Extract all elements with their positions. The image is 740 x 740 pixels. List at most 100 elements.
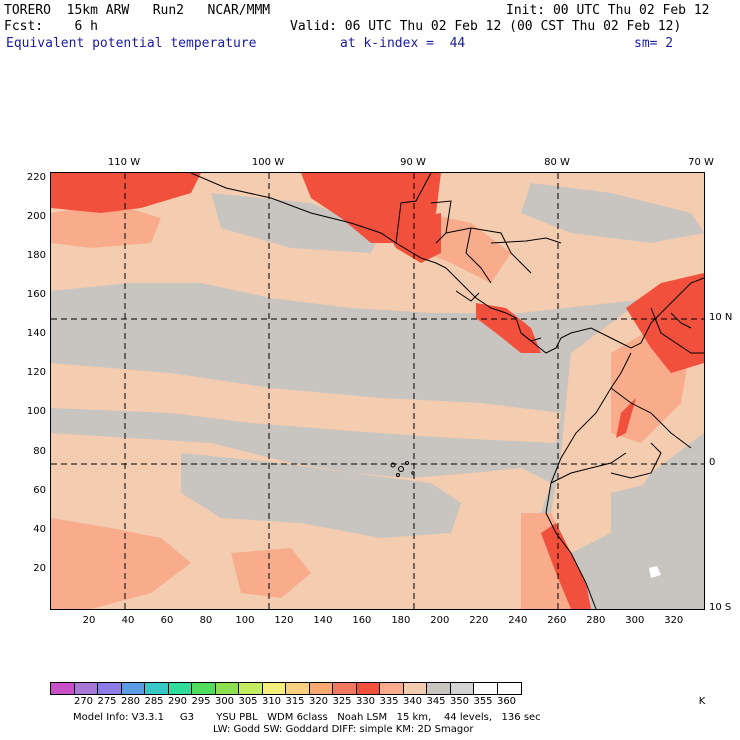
y-tick-label: 200 — [26, 210, 46, 222]
colorbar-swatch — [427, 683, 451, 694]
field-gray-patch-3 — [211, 193, 381, 253]
colorbar-label: 315 — [285, 696, 305, 707]
x-tick-label: 300 — [625, 615, 645, 626]
colorbar-swatch — [356, 683, 380, 694]
field-gray-patch-2 — [51, 313, 311, 363]
coastlines — [190, 173, 704, 609]
field-red-andes — [541, 523, 591, 609]
colorbar-swatch — [309, 683, 333, 694]
field-gray-patch-6 — [391, 343, 551, 388]
y-tick-label: 180 — [26, 250, 46, 262]
field-red-streak — [616, 398, 636, 438]
x-tick-label: 80 — [199, 615, 213, 626]
x-tick-label: 100 — [235, 615, 255, 626]
model-title: TORERO 15km ARW Run2 NCAR/MMM — [4, 3, 271, 18]
valid-time: Valid: 06 UTC Thu 02 Feb 12 (00 CST Thu … — [290, 19, 682, 34]
colorbar-swatch — [286, 683, 310, 694]
colorbar-unit: K — [698, 696, 706, 707]
colorbar-swatch — [380, 683, 404, 694]
colorbar-swatch — [450, 683, 474, 694]
lat-label-0: 0 — [709, 457, 716, 468]
x-tick-label: 320 — [664, 615, 684, 626]
x-tick-label: 120 — [274, 615, 294, 626]
colorbar-label: 310 — [261, 696, 282, 707]
colorbar-label: 275 — [97, 696, 117, 707]
y-tick-label: 20 — [33, 562, 46, 574]
colorbar-label: 360 — [496, 696, 517, 707]
x-tick-label: 220 — [469, 615, 489, 626]
colorbar-swatch — [497, 683, 521, 694]
field-band-mid — [51, 363, 561, 443]
colorbar-label: 280 — [120, 696, 141, 707]
y-tick-label: 60 — [33, 484, 46, 496]
colorbar-swatch — [145, 683, 169, 694]
model-info: Model Info: V3.3.1 G3 YSU PBL WDM 6class… — [73, 712, 541, 723]
colorbar-label: 305 — [238, 696, 258, 707]
lon-label-70w: 70 W — [688, 157, 714, 168]
field-gray-patch-4 — [521, 183, 704, 243]
colorbar-swatch — [333, 683, 357, 694]
level-info: at k-index = 44 — [340, 36, 466, 51]
colorbar-swatch — [74, 683, 98, 694]
field-red-colombia — [626, 273, 704, 373]
init-time: Init: 00 UTC Thu 02 Feb 12 — [506, 3, 710, 18]
lon-label-90w: 90 W — [400, 157, 426, 168]
colorbar-swatch — [474, 683, 498, 694]
colorbar-label: 325 — [332, 696, 352, 707]
colorbar-swatch — [98, 683, 122, 694]
x-tick-label: 140 — [313, 615, 333, 626]
colorbar-label: 340 — [402, 696, 423, 707]
colorbar-swatch — [403, 683, 427, 694]
lat-label-10n: 10 N — [709, 312, 733, 323]
map-canvas — [51, 173, 704, 609]
colorbar-label: 320 — [308, 696, 329, 707]
colorbar-swatch — [168, 683, 192, 694]
x-tick-label: 280 — [586, 615, 606, 626]
field-salmon-1 — [51, 203, 161, 248]
y-tick-label: 40 — [33, 523, 46, 535]
x-tick-label: 260 — [547, 615, 567, 626]
smoothing-info: sm= 2 — [634, 36, 674, 51]
x-tick-label: 20 — [82, 615, 96, 626]
colorbar-label: 345 — [426, 696, 446, 707]
colorbar-swatch — [262, 683, 286, 694]
colorbar-label: 270 — [73, 696, 94, 707]
colorbar-label: 335 — [379, 696, 399, 707]
x-tick-label: 180 — [391, 615, 411, 626]
colorbar-swatch — [215, 683, 239, 694]
colorbar-swatch — [51, 683, 75, 694]
x-tick-label: 200 — [430, 615, 450, 626]
colorbar-label: 295 — [191, 696, 211, 707]
x-tick-label: 60 — [160, 615, 174, 626]
y-tick-label: 80 — [33, 445, 46, 457]
field-gray-patch-1 — [181, 453, 461, 538]
field-salmon-3 — [231, 548, 311, 598]
physics-info: LW: Godd SW: Goddard DIFF: simple KM: 2D… — [213, 724, 474, 735]
x-tick-label: 40 — [121, 615, 135, 626]
field-white-spot — [649, 566, 661, 578]
y-tick-label: 160 — [26, 289, 46, 301]
colorbar-label: 285 — [144, 696, 164, 707]
y-tick-label: 120 — [26, 367, 46, 379]
latlon-grid — [51, 173, 704, 609]
theta-e-map — [50, 172, 705, 610]
forecast-hour: Fcst: 6 h — [4, 19, 98, 34]
x-tick-label: 240 — [508, 615, 528, 626]
colorbar-label: 300 — [214, 696, 235, 707]
y-tick-label: 140 — [26, 328, 46, 340]
colorbar-label: 355 — [473, 696, 493, 707]
x-tick-label: 160 — [352, 615, 372, 626]
colorbar-swatch — [239, 683, 263, 694]
lon-label-110w: 110 W — [107, 157, 141, 168]
colorbar — [50, 682, 522, 695]
lat-label-10s: 10 S — [709, 602, 732, 613]
field-red-guatemala — [381, 213, 441, 263]
lon-label-100w: 100 W — [251, 157, 285, 168]
lon-label-80w: 80 W — [544, 157, 570, 168]
field-red-costa-rica — [476, 303, 541, 353]
colorbar-label: 290 — [167, 696, 188, 707]
field-gray-patch-5 — [611, 473, 704, 609]
colorbar-label: 330 — [355, 696, 376, 707]
field-red-nw — [51, 173, 201, 213]
field-salmon-2 — [51, 518, 191, 609]
